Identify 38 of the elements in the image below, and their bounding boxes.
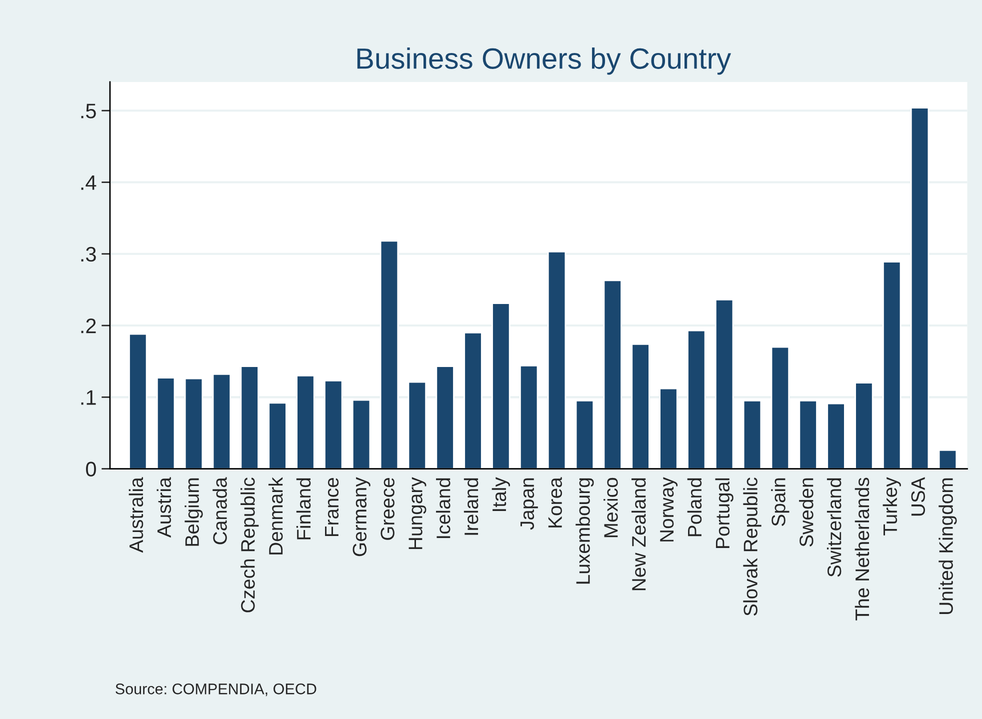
x-tick-label: Germany: [352, 477, 370, 556]
x-tick-label: Hungary: [408, 477, 426, 550]
x-tick-label: Denmark: [268, 477, 283, 554]
x-tick-label: Slovak Republic: [743, 478, 762, 616]
x-tick-label: United Kingdom: [938, 478, 957, 614]
x-tick-label: Czech Republic: [240, 478, 259, 612]
x-tick-label: Norway: [660, 477, 678, 542]
x-tick-label: USA: [911, 477, 926, 516]
x-tick-label: France: [325, 478, 339, 536]
x-tick-label: Belgium: [184, 478, 203, 546]
x-tick-label: Finland: [296, 478, 311, 540]
x-tick-label: Mexico: [604, 478, 618, 538]
x-tick-label: Portugal: [715, 478, 734, 548]
x-tick-label: The Netherlands: [854, 478, 870, 620]
x-tick-label: Iceland: [436, 478, 450, 538]
x-tick-label: Sweden: [799, 478, 814, 546]
y-tick-label: 0: [86, 462, 96, 477]
x-tick-label: Luxembourg: [576, 478, 594, 584]
x-tick-label: Turkey: [882, 477, 901, 536]
x-tick-label: Austria: [156, 477, 172, 538]
x-tick-label: Greece: [380, 478, 394, 540]
x-tick-label: Switzerland: [826, 478, 842, 577]
x-tick-label: Spain: [771, 478, 790, 526]
x-tick-label: New Zealand: [631, 478, 646, 590]
y-tick-label: .3: [81, 246, 96, 262]
x-tick-label: Canada: [212, 477, 227, 544]
x-tick-label: Ireland: [464, 478, 478, 535]
y-tick-label: .1: [81, 390, 96, 405]
y-tick-label: .2: [81, 318, 96, 334]
x-tick-label: Australia: [128, 477, 144, 553]
source-note: Source: COMPENDIA, OECD: [116, 684, 316, 696]
x-tick-label: Poland: [687, 478, 702, 536]
y-tick-label: .5: [81, 104, 96, 118]
chart-title: Business Owners by Country: [357, 48, 732, 75]
x-tick-label: Italy: [492, 477, 510, 511]
x-tick-label: Japan: [520, 478, 538, 530]
y-tick-label: .4: [81, 175, 96, 190]
x-tick-label: Korea: [548, 477, 562, 528]
